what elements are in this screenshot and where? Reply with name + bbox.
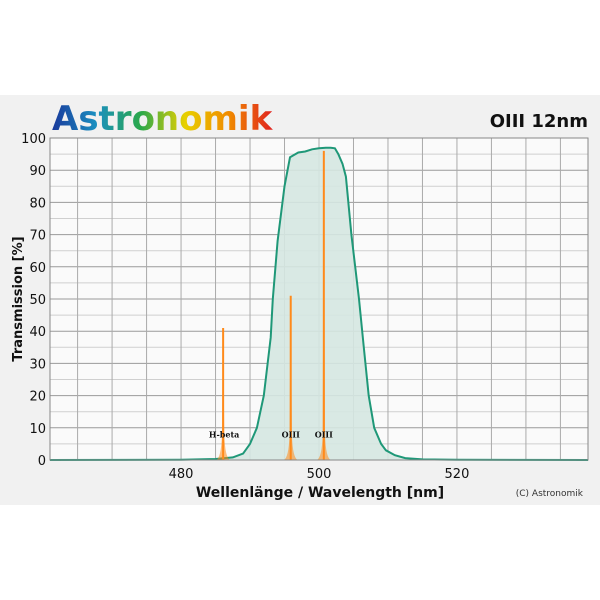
emission-line-label: OIII (315, 429, 333, 439)
y-tick-label: 50 (29, 293, 46, 308)
astronomik-logo: Astronomik (52, 99, 274, 139)
chart-title: OIII 12nm (490, 111, 588, 132)
y-tick-label: 90 (29, 164, 46, 179)
y-tick-label: 0 (38, 454, 46, 469)
emission-lines-group: H-beta OIII OIII (209, 150, 333, 460)
y-tick-label: 100 (21, 132, 46, 147)
plot-frame (49, 137, 589, 461)
y-tick-label: 70 (29, 229, 46, 244)
copyright-text: (C) Astronomik (516, 489, 584, 499)
y-tick-label: 80 (29, 196, 46, 211)
y-tick-label: 30 (29, 357, 46, 372)
filter-curve-fill (50, 147, 588, 460)
axis-ticks: 0 10 20 30 40 50 60 70 80 90 100 480 500 520 (21, 132, 469, 482)
emission-line-label: OIII (282, 429, 300, 439)
x-tick-label: 500 (307, 467, 332, 482)
filter-curve-group (49, 146, 589, 461)
y-tick-label: 20 (29, 390, 46, 405)
x-axis-label: Wellenlänge / Wavelength [nm] (196, 485, 444, 501)
y-tick-label: 60 (29, 261, 46, 276)
x-tick-label: 520 (445, 467, 470, 482)
filter-curve-line (49, 146, 589, 461)
x-tick-label: 480 (169, 467, 194, 482)
emission-line-label: H-beta (209, 429, 239, 439)
y-tick-label: 10 (29, 422, 46, 437)
y-tick-label: 40 (29, 325, 46, 340)
y-axis-label: Transmission [%] (11, 236, 26, 361)
